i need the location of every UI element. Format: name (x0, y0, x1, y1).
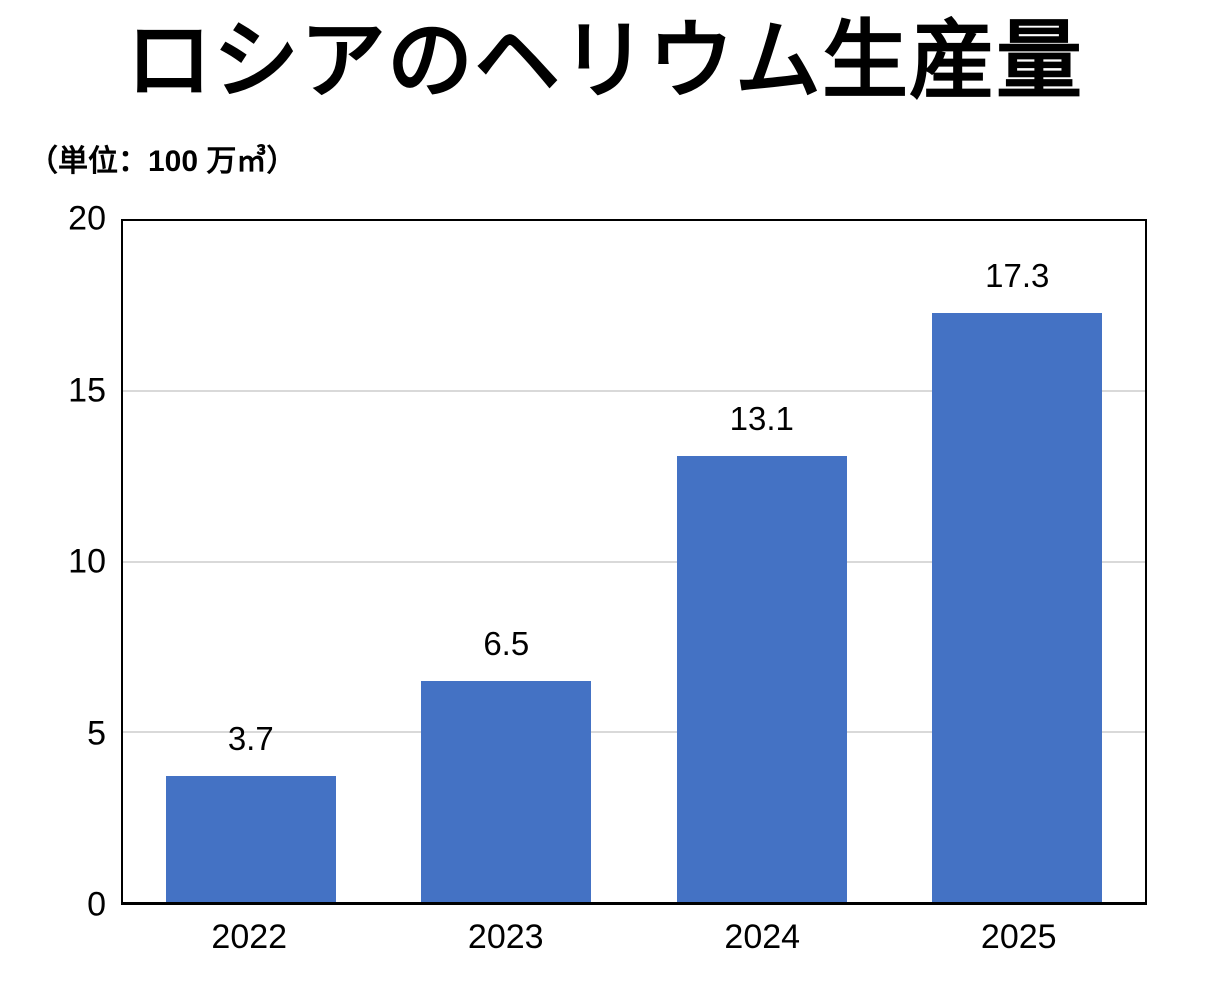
x-tick-label-2023: 2023 (467, 918, 544, 956)
y-tick-label-5: 5 (87, 714, 106, 752)
y-tick-label-10: 10 (68, 542, 106, 581)
x-tick-label-2025: 2025 (980, 918, 1057, 956)
y-axis-labels: 0 5 10 15 20 (0, 200, 106, 924)
x-axis-labels: 2022 2023 2024 2025 (121, 912, 1147, 964)
unit-label: （単位：100 万㎥） (28, 145, 297, 178)
bar-2025 (932, 312, 1103, 902)
bar-value-label-2022: 3.7 (227, 720, 274, 758)
bar-2024 (676, 455, 847, 902)
gridline-15 (123, 390, 1145, 393)
y-tick-label-0: 0 (87, 885, 106, 924)
y-tick-label-20: 20 (68, 199, 106, 238)
gridline-5 (123, 730, 1145, 733)
chart-title: ロシアのヘリウム生産量 (126, 13, 1083, 109)
gridline-10 (123, 560, 1145, 563)
y-tick-label-15: 15 (68, 371, 106, 409)
x-tick-label-2022: 2022 (211, 918, 288, 956)
plot-area: 3.7 6.5 13.1 17.3 (121, 219, 1147, 905)
bar-value-label-2023: 6.5 (483, 624, 530, 662)
bar-2023 (421, 680, 592, 902)
bar-2022 (165, 776, 336, 902)
x-tick-label-2024: 2024 (724, 918, 801, 956)
bar-value-label-2025: 17.3 (985, 256, 1050, 294)
bar-value-label-2024: 13.1 (729, 399, 794, 437)
